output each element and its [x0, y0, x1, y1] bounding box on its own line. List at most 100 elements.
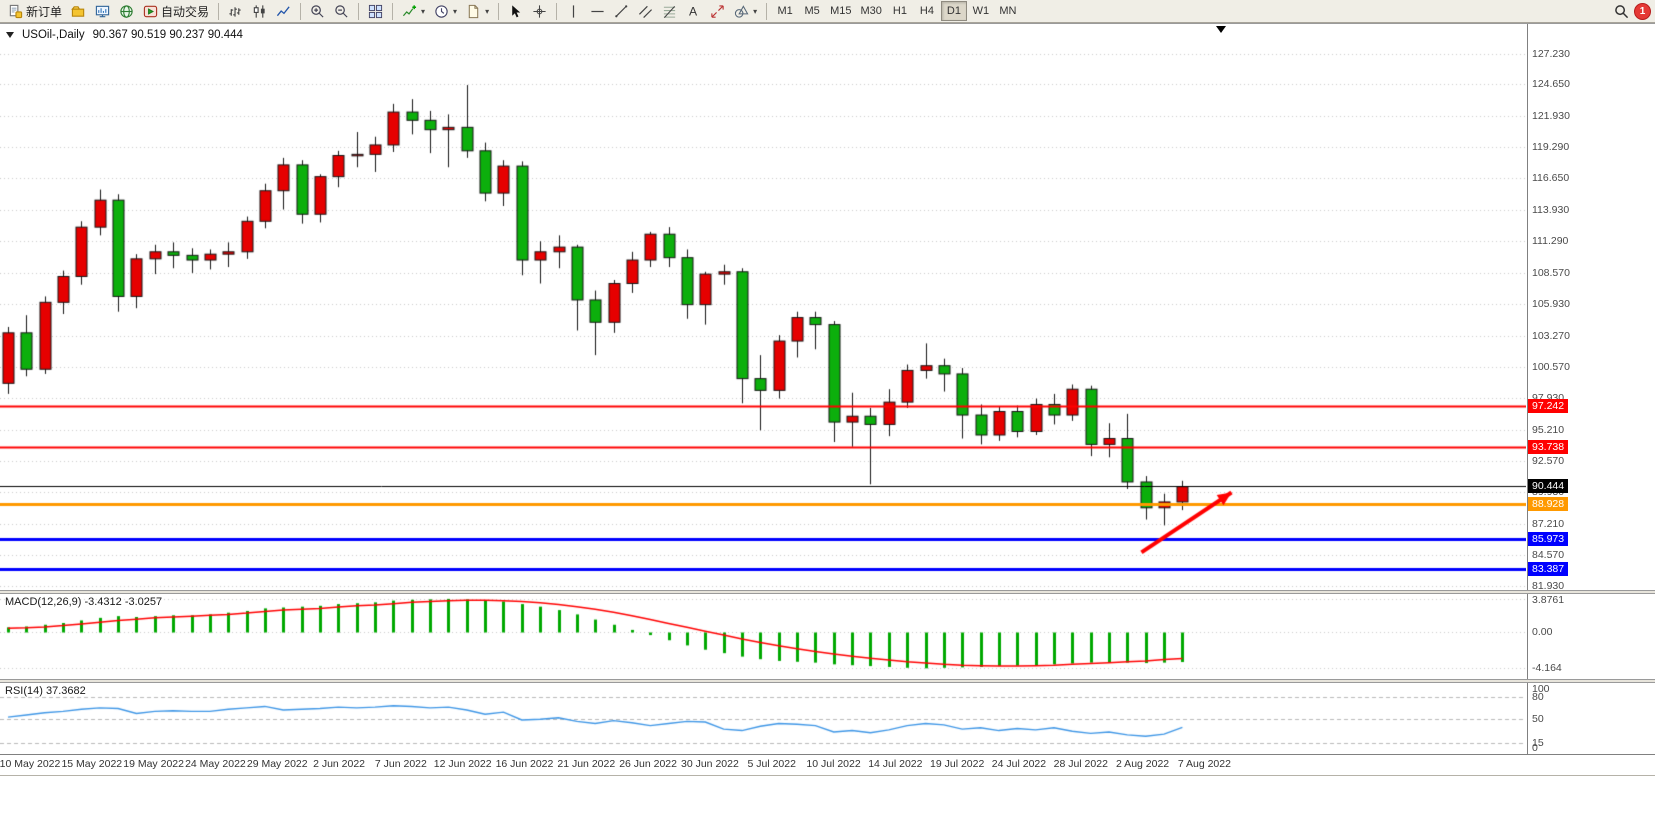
zoom-out-icon	[334, 4, 349, 19]
chart-title-bar: USOil-,Daily 90.367 90.519 90.237 90.444	[6, 29, 243, 41]
date-label: 7 Jun 2022	[374, 758, 427, 770]
rsi-canvas[interactable]	[0, 683, 1526, 754]
price-tick: 92.570	[1532, 455, 1565, 468]
price-tick: 87.210	[1532, 518, 1565, 531]
zoom-in-button[interactable]	[306, 1, 329, 21]
line-chart-icon	[276, 4, 291, 19]
market-watch-icon	[95, 4, 110, 19]
new-order-button[interactable]: 新订单	[4, 1, 66, 21]
line-chart-button[interactable]	[272, 1, 295, 21]
arrows-icon	[710, 4, 725, 19]
data-window-icon	[119, 4, 134, 19]
new-order-label: 新订单	[26, 4, 63, 19]
shapes-button[interactable]: ▾	[730, 1, 761, 21]
autotrading-label: 自动交易	[161, 4, 210, 19]
cursor-button[interactable]	[504, 1, 527, 21]
toolbar-separator	[766, 2, 768, 20]
date-label: 19 May 2022	[123, 758, 184, 770]
timeframe-m5-button[interactable]: M5	[799, 1, 825, 21]
crosshair-icon	[532, 4, 547, 19]
horizontal-line-button[interactable]	[586, 1, 609, 21]
panel-divider-rsi[interactable]	[0, 679, 1655, 683]
text-label-button[interactable]: A	[682, 1, 705, 21]
toolbar-separator	[218, 2, 220, 20]
price-tick: 127.230	[1532, 48, 1570, 61]
level-price-label: 93.738	[1528, 440, 1569, 455]
zoom-out-button[interactable]	[330, 1, 353, 21]
rsi-axis[interactable]: 100 80 50 15 0	[1528, 683, 1654, 754]
periods-button[interactable]: ▾	[430, 1, 461, 21]
timeframe-w1-button[interactable]: W1	[968, 1, 994, 21]
indicators-button[interactable]: ▾	[398, 1, 429, 21]
toolbar-separator	[556, 2, 558, 20]
panel-divider-macd[interactable]	[0, 590, 1655, 594]
date-label: 12 Jun 2022	[433, 758, 492, 770]
crosshair-button[interactable]	[528, 1, 551, 21]
zoom-in-icon	[310, 4, 325, 19]
macd-tick: 3.8761	[1532, 594, 1565, 606]
price-tick: 95.210	[1532, 424, 1565, 437]
vertical-line-button[interactable]	[562, 1, 585, 21]
ohlc-readout: 90.367 90.519 90.237 90.444	[92, 29, 243, 41]
equidistant-channel-button[interactable]	[634, 1, 657, 21]
chevron-down-icon: ▾	[753, 6, 758, 16]
price-axis[interactable]: 127.230 124.650 121.930 119.290 116.650 113.9…	[1528, 24, 1654, 593]
date-label: 15 May 2022	[61, 758, 123, 770]
chart-window: USOil-,Daily 90.367 90.519 90.237 90.444…	[0, 23, 1655, 822]
arrows-button[interactable]	[706, 1, 729, 21]
symbol-period-label: USOil-,Daily	[22, 29, 85, 41]
price-tick: 84.570	[1532, 549, 1565, 562]
chevron-down-icon: ▾	[421, 6, 426, 16]
bar-chart-button[interactable]	[224, 1, 247, 21]
level-price-label: 85.973	[1528, 531, 1569, 546]
main-chart-panel: USOil-,Daily 90.367 90.519 90.237 90.444	[0, 24, 1528, 590]
chevron-down-icon: ▾	[485, 6, 490, 16]
date-label: 21 Jun 2022	[557, 758, 616, 770]
level-price-label: 88.928	[1528, 496, 1569, 511]
trendline-button[interactable]	[610, 1, 633, 21]
search-button[interactable]	[1610, 1, 1633, 21]
bar-chart-icon	[228, 4, 243, 19]
toolbar-separator	[358, 2, 360, 20]
date-label: 30 Jun 2022	[681, 758, 739, 770]
tile-windows-icon	[368, 4, 383, 19]
candlestick-icon	[252, 4, 267, 19]
templates-button[interactable]: ▾	[462, 1, 493, 21]
autotrading-icon	[143, 4, 158, 19]
timeframe-h1-button[interactable]: H1	[887, 1, 913, 21]
tile-windows-button[interactable]	[364, 1, 387, 21]
level-price-label: 97.242	[1528, 399, 1569, 414]
timeframe-m1-button[interactable]: M1	[772, 1, 798, 21]
time-axis[interactable]: 10 May 2022 15 May 2022 19 May 2022 24 May …	[0, 754, 1655, 776]
chevron-down-icon: ▾	[453, 6, 458, 16]
timeframe-mn-button[interactable]: MN	[995, 1, 1021, 21]
one-click-trading-toggle[interactable]	[6, 32, 14, 38]
date-label: 19 Jul 2022	[930, 758, 985, 770]
macd-canvas[interactable]	[0, 594, 1526, 679]
notification-badge[interactable]: 1	[1634, 2, 1651, 20]
macd-label: MACD(12,26,9) -3.4312 -3.0257	[5, 596, 163, 608]
timeframe-d1-button[interactable]: D1	[940, 1, 967, 21]
price-tick: 81.930	[1532, 580, 1565, 593]
shapes-icon	[734, 4, 749, 19]
main-chart-canvas[interactable]	[0, 24, 1526, 590]
timeframe-m15-button[interactable]: M15	[826, 1, 855, 21]
toolbar: 新订单 自动交易 ▾ ▾ ▾ A ▾ M1 M5 M15 M30 H1 H4 D1 W1 MN 1	[0, 0, 1655, 23]
candlestick-chart-button[interactable]	[248, 1, 271, 21]
market-watch-button[interactable]	[91, 1, 114, 21]
toolbar-separator	[498, 2, 500, 20]
fibonacci-retracement-button[interactable]	[658, 1, 681, 21]
macd-axis[interactable]: 3.8761 0.00 -4.164	[1528, 594, 1654, 679]
chart-shift-marker[interactable]	[1216, 26, 1226, 33]
data-window-button[interactable]	[115, 1, 138, 21]
price-tick: 105.930	[1532, 298, 1570, 311]
channel-icon	[638, 4, 653, 19]
profiles-button[interactable]	[67, 1, 90, 21]
timeframe-h4-button[interactable]: H4	[914, 1, 940, 21]
date-label: 28 Jul 2022	[1053, 758, 1108, 770]
autotrading-button[interactable]: 自动交易	[139, 1, 213, 21]
fibonacci-icon	[662, 4, 677, 19]
cursor-icon	[508, 4, 523, 19]
timeframe-m30-button[interactable]: M30	[857, 1, 886, 21]
date-label: 10 Jul 2022	[806, 758, 861, 770]
